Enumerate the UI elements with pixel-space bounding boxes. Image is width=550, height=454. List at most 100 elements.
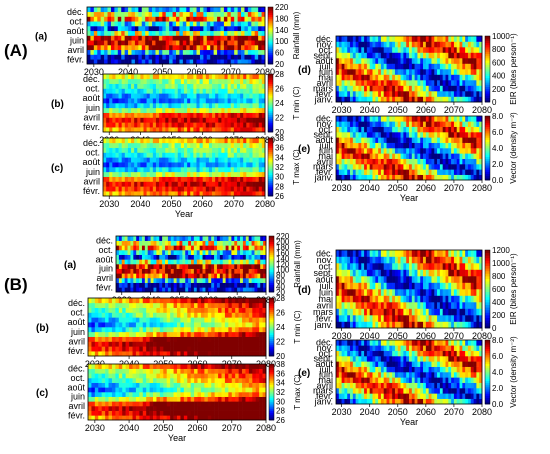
heatmap-cell bbox=[190, 162, 194, 168]
heatmap-cell bbox=[118, 112, 122, 118]
heatmap-cell bbox=[172, 7, 177, 13]
heatmap-cell bbox=[246, 88, 250, 94]
heatmap-cell bbox=[220, 54, 225, 60]
heatmap-cell bbox=[153, 346, 157, 352]
heatmap-cell bbox=[406, 132, 410, 138]
heatmap-cell bbox=[364, 164, 368, 170]
heatmap-cell bbox=[124, 7, 129, 13]
heatmap-cell bbox=[372, 153, 376, 159]
heatmap-cell bbox=[218, 331, 222, 337]
heatmap-cell bbox=[140, 186, 144, 192]
heatmap-cell bbox=[338, 69, 342, 75]
heatmap-cell bbox=[409, 36, 413, 42]
heatmap-cell bbox=[462, 132, 466, 138]
heatmap-cell bbox=[202, 287, 206, 293]
heatmap-cell bbox=[118, 278, 123, 283]
heatmap-cell bbox=[140, 167, 144, 173]
heatmap-cell bbox=[259, 331, 263, 337]
heatmap-cell bbox=[111, 322, 116, 328]
colorbar-segment bbox=[485, 84, 490, 87]
heatmap-cell bbox=[448, 47, 452, 53]
heatmap-cell bbox=[194, 302, 198, 308]
heatmap-cell bbox=[378, 41, 382, 48]
heatmap-cell bbox=[473, 132, 477, 138]
heatmap-cell bbox=[448, 58, 452, 64]
heatmap-cell bbox=[213, 21, 218, 27]
heatmap-cell bbox=[236, 167, 241, 173]
heatmap-cell bbox=[134, 152, 138, 158]
x-tick-label: 2060 bbox=[416, 183, 436, 193]
heatmap-cell bbox=[352, 91, 356, 97]
heatmap-cell bbox=[127, 162, 132, 168]
heatmap-cell bbox=[386, 96, 390, 103]
heatmap-cell bbox=[193, 181, 197, 187]
heatmap-cell bbox=[448, 116, 452, 122]
heatmap-cell bbox=[243, 142, 247, 148]
heatmap-cell bbox=[434, 91, 438, 97]
heatmap-cell bbox=[336, 126, 340, 133]
heatmap-cell bbox=[167, 245, 172, 251]
heatmap-cell bbox=[400, 164, 404, 170]
heatmap-cell bbox=[434, 174, 438, 181]
heatmap-cell bbox=[142, 415, 147, 421]
heatmap-cell bbox=[230, 45, 235, 51]
heatmap-cell bbox=[91, 406, 96, 411]
heatmap-cell bbox=[193, 264, 198, 269]
heatmap-cell bbox=[138, 11, 143, 17]
heatmap-cell bbox=[211, 327, 215, 333]
heatmap-cell bbox=[180, 98, 185, 104]
heatmap-cell bbox=[197, 298, 202, 304]
heatmap-cell bbox=[134, 167, 138, 173]
heatmap-cell bbox=[252, 302, 257, 308]
heatmap-cell bbox=[397, 52, 401, 59]
heatmap-cell bbox=[103, 107, 107, 113]
heatmap-cell bbox=[183, 307, 188, 313]
heatmap-cell bbox=[383, 132, 387, 138]
heatmap-cell bbox=[476, 126, 480, 133]
heatmap-cell bbox=[214, 312, 219, 318]
heatmap-cell bbox=[263, 264, 267, 269]
heatmap-cell bbox=[462, 74, 466, 81]
heatmap-cell bbox=[242, 307, 246, 313]
heatmap-cell bbox=[236, 152, 241, 158]
heatmap-cell bbox=[231, 240, 235, 246]
heatmap-cell bbox=[423, 137, 427, 143]
heatmap-cell bbox=[91, 392, 96, 397]
heatmap-cell bbox=[177, 142, 182, 148]
heatmap-cell bbox=[479, 63, 483, 70]
heatmap-cell bbox=[400, 52, 404, 59]
heatmap-cell bbox=[196, 59, 201, 65]
heatmap-cell bbox=[117, 40, 122, 46]
heatmap-cell bbox=[439, 69, 443, 75]
heatmap-cell bbox=[255, 322, 260, 328]
heatmap-cell bbox=[260, 250, 264, 255]
heatmap-cell bbox=[104, 26, 108, 32]
heatmap-cell bbox=[90, 7, 95, 13]
heatmap-cell bbox=[439, 74, 443, 81]
heatmap-cell bbox=[244, 16, 249, 22]
heatmap-cell bbox=[167, 278, 172, 283]
heatmap-cell bbox=[205, 162, 210, 168]
heatmap-cell bbox=[442, 36, 446, 42]
heatmap-cell bbox=[257, 259, 261, 265]
heatmap-cell bbox=[193, 107, 197, 113]
heatmap-cell bbox=[425, 153, 429, 159]
heatmap-cell bbox=[442, 47, 446, 53]
heatmap-cell bbox=[162, 191, 166, 197]
heatmap-cell bbox=[456, 52, 460, 59]
heatmap-cell bbox=[244, 54, 249, 60]
heatmap-cell bbox=[235, 307, 239, 313]
colorbar-label: Rainfall (mm) bbox=[292, 11, 301, 59]
y-tick-label: févr. bbox=[83, 186, 100, 196]
heatmap-cell bbox=[125, 331, 130, 337]
heatmap-cell bbox=[406, 91, 410, 97]
heatmap-cell bbox=[428, 137, 432, 143]
heatmap-cell bbox=[358, 174, 362, 181]
colorbar-tick-label: 220 bbox=[276, 232, 290, 241]
heatmap-cell bbox=[228, 236, 232, 241]
heatmap-cell bbox=[261, 35, 266, 41]
heatmap-cell bbox=[459, 58, 463, 64]
heatmap-cell bbox=[375, 158, 379, 165]
heatmap-cell bbox=[439, 58, 443, 64]
